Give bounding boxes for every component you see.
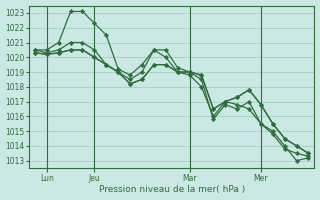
X-axis label: Pression niveau de la mer( hPa ): Pression niveau de la mer( hPa ) [99,185,245,194]
